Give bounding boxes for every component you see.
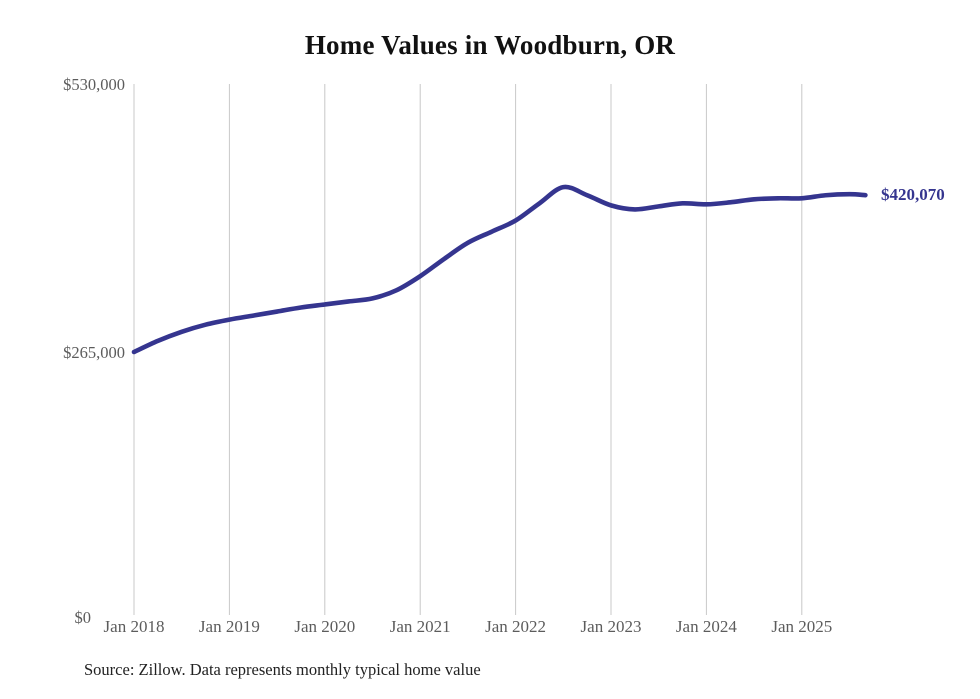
series-end-value-annotation: $420,070: [881, 185, 945, 205]
x-axis-tick-label-jan-2025: Jan 2025: [771, 617, 833, 636]
gridlines-group: [133, 84, 803, 615]
x-axis-tick-label-jan-2019: Jan 2019: [198, 617, 260, 636]
y-axis-tick-label-mid: $265,000: [63, 343, 125, 362]
series-line-typical-home-value: [131, 184, 868, 355]
source-note: Source: Zillow. Data represents monthly …: [84, 660, 481, 679]
x-axis-tick-label-jan-2018: Jan 2018: [103, 617, 165, 636]
x-axis-tick-label-jan-2021: Jan 2021: [389, 617, 451, 636]
x-axis-tick-label-jan-2023: Jan 2023: [580, 617, 642, 636]
page-title: Home Values in Woodburn, OR: [304, 30, 676, 60]
x-axis-tick-label-jan-2022: Jan 2022: [485, 617, 547, 636]
x-axis-tick-label-jan-2020: Jan 2020: [294, 617, 356, 636]
x-axis-tick-label-jan-2024: Jan 2024: [675, 617, 737, 636]
y-axis-tick-label-top: $530,000: [63, 75, 125, 94]
y-axis-tick-label-zero: $0: [74, 608, 92, 627]
